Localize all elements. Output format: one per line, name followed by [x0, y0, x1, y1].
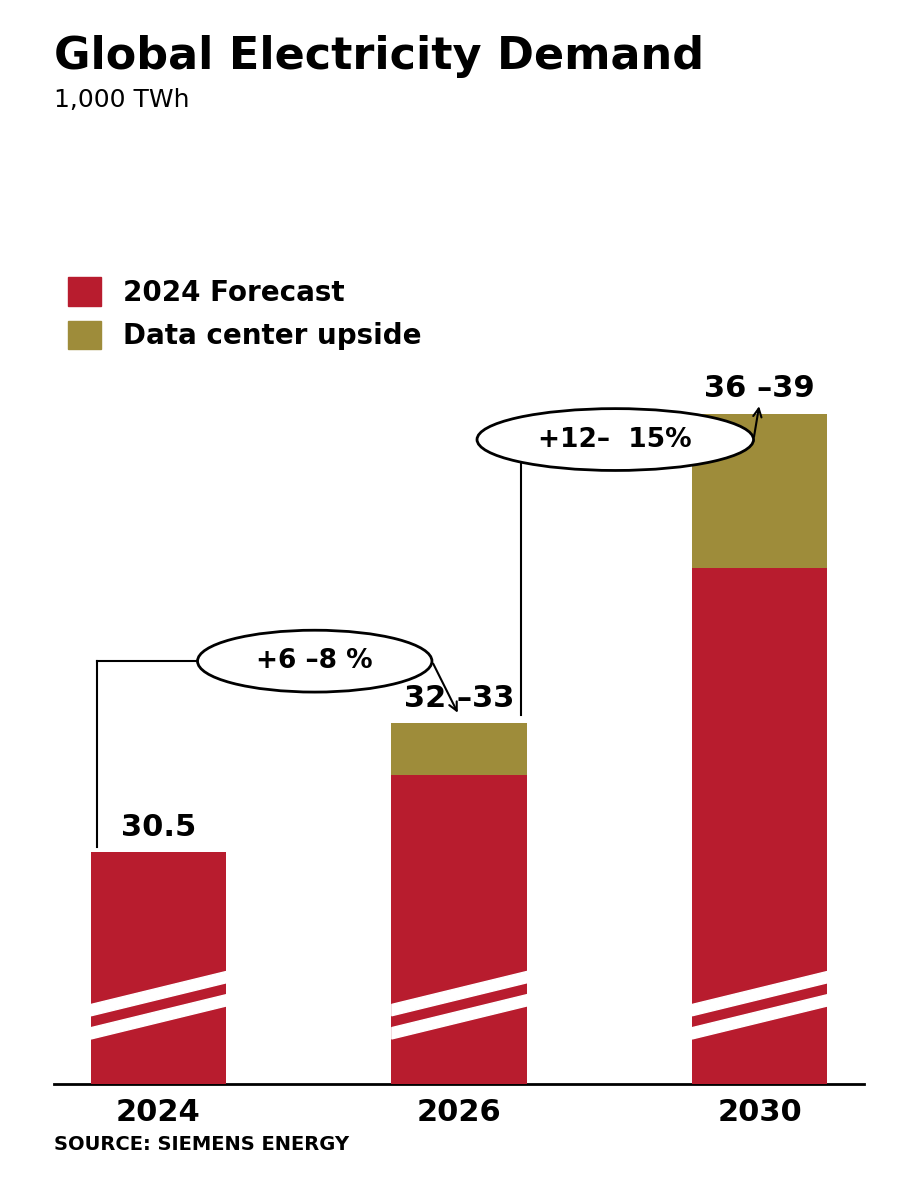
Bar	[692, 569, 827, 1178]
Text: 30.5: 30.5	[121, 813, 196, 841]
Bar	[392, 723, 526, 775]
Ellipse shape	[197, 630, 432, 691]
Text: 32 –33: 32 –33	[404, 683, 514, 713]
Text: 1,000 TWh: 1,000 TWh	[54, 88, 190, 112]
Text: 36 –39: 36 –39	[704, 375, 815, 403]
Text: SOURCE: SIEMENS ENERGY: SOURCE: SIEMENS ENERGY	[54, 1136, 349, 1154]
Ellipse shape	[477, 409, 753, 470]
Text: +12–  15%: +12– 15%	[538, 426, 692, 452]
Bar	[392, 775, 526, 1178]
Text: +6 –8 %: +6 –8 %	[256, 648, 373, 674]
Bar	[692, 413, 827, 569]
Legend: 2024 Forecast, Data center upside: 2024 Forecast, Data center upside	[68, 277, 422, 350]
Text: Global Electricity Demand: Global Electricity Demand	[54, 35, 704, 79]
Bar	[91, 852, 226, 1178]
